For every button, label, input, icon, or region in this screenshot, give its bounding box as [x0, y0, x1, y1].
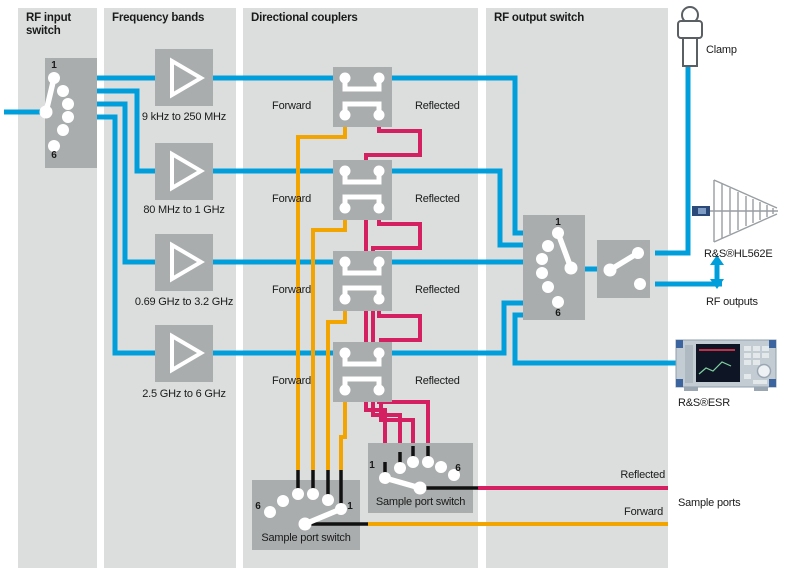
band2-line — [96, 88, 523, 248]
clamp-icon — [677, 6, 703, 67]
output-switch-pos1-label: 1 — [555, 217, 561, 228]
amplifier-block-3 — [155, 234, 213, 291]
rf-signal-lines — [4, 66, 722, 366]
amp-label-2: 80 MHz to 1 GHz — [143, 204, 225, 216]
amp-label-4: 2.5 GHz to 6 GHz — [142, 388, 226, 400]
rf-outputs-label: RF outputs — [706, 296, 758, 308]
band1-line — [96, 75, 523, 236]
coupler4-reflected-label: Reflected — [415, 375, 460, 387]
esr-line — [512, 312, 676, 366]
amp-triangle-3 — [170, 241, 205, 283]
coupler4-forward-label: Forward — [272, 375, 311, 387]
reflected-sample-lines — [364, 115, 668, 490]
rf-output-switch-symbol — [536, 227, 578, 308]
sample-ports-label: Sample ports — [678, 497, 741, 509]
reflected-line-2 — [371, 208, 422, 452]
coupler1-reflected-label: Reflected — [415, 100, 460, 112]
sample-left-title: Sample port switch — [261, 532, 351, 544]
coupler3-reflected-label: Reflected — [415, 284, 460, 296]
rf-input-switch-symbol — [39, 72, 74, 152]
coupler3-forward-label: Forward — [272, 284, 311, 296]
sample-right-pos1-label: 1 — [369, 460, 375, 471]
coupler2-forward-label: Forward — [272, 193, 311, 205]
sample-switch-right-symbol — [379, 456, 460, 495]
amplifier-block-4 — [155, 325, 213, 382]
amp-triangle-4 — [170, 332, 205, 374]
input-switch-pos6-label: 6 — [51, 150, 57, 161]
output-switch-pos6-label: 6 — [555, 308, 561, 319]
amp-triangle-1 — [170, 57, 205, 99]
reflected-line-3 — [377, 299, 422, 446]
coupler-symbols — [339, 72, 385, 396]
output-spdt-symbol — [603, 247, 646, 290]
band3-line — [96, 101, 523, 265]
forward-port-label: Forward — [624, 506, 663, 518]
sample-right-pos6-label: 6 — [455, 463, 461, 474]
switch-symbols — [39, 72, 646, 531]
amp-label-3: 0.69 GHz to 3.2 GHz — [134, 296, 234, 308]
amplifier-block-2 — [155, 143, 213, 200]
reflected-port-label: Reflected — [620, 469, 665, 481]
column-title-directional-couplers: Directional couplers — [251, 12, 358, 24]
amplifier-block-1 — [155, 49, 213, 106]
esr-label: R&S®ESR — [678, 397, 730, 409]
updown-arrow-icon — [710, 255, 724, 289]
antenna-label: R&S®HL562E — [704, 248, 773, 260]
amp-triangle-2 — [170, 150, 205, 192]
antenna-icon — [692, 179, 778, 243]
sample-switch-left-symbol — [264, 488, 347, 531]
sample-left-pos6-label: 6 — [255, 501, 261, 512]
clamp-line — [655, 66, 691, 256]
column-title-rf-input-switch: RF input switch — [26, 12, 72, 37]
column-title-frequency-bands: Frequency bands — [112, 12, 205, 24]
forward-line-4 — [339, 390, 347, 470]
coupler1-forward-label: Forward — [272, 100, 311, 112]
column-title-rf-output-switch: RF output switch — [494, 12, 585, 24]
esr-knob — [756, 363, 772, 379]
amplifier-symbols — [170, 57, 205, 374]
sample-right-title: Sample port switch — [375, 496, 466, 508]
esr-instrument-icon — [675, 339, 777, 391]
band4-line — [96, 114, 523, 356]
input-switch-pos1-label: 1 — [51, 60, 57, 71]
clamp-label: Clamp — [706, 44, 737, 56]
coupler2-reflected-label: Reflected — [415, 193, 460, 205]
sample-left-pos1-label: 1 — [347, 501, 353, 512]
amp-label-1: 9 kHz to 250 MHz — [141, 111, 227, 123]
